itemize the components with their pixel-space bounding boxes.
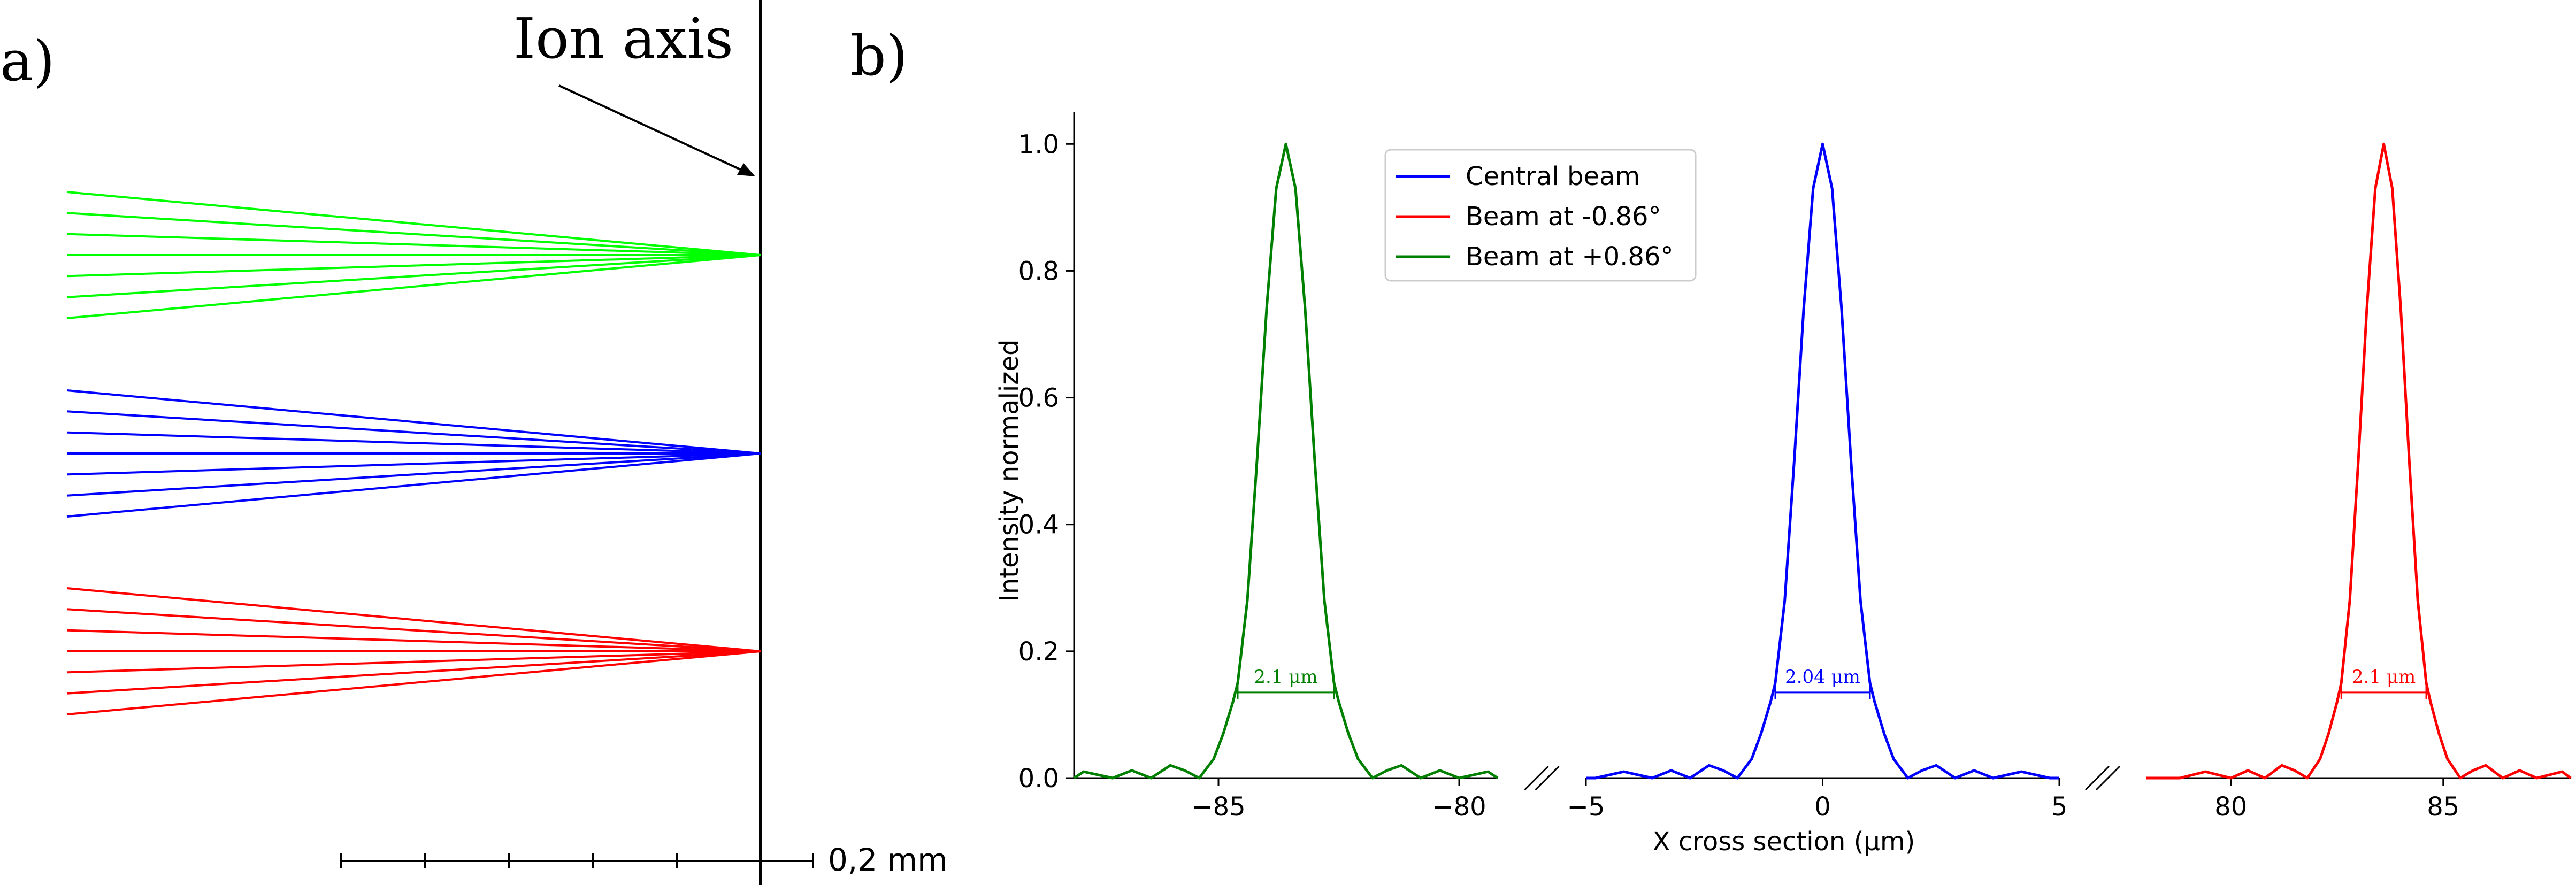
ray-blue-0 xyxy=(66,389,761,455)
axis-break-0-0 xyxy=(1524,765,1549,791)
x-tick-label-1-2: 5 xyxy=(2051,792,2068,822)
plot-area: 0.0 0.2 0.4 0.6 0.8 1.0 −85 −80 −5 0 5 80 85 2.04 μm 2… xyxy=(1018,112,2572,822)
ray-blue-6 xyxy=(66,452,761,518)
series-line-0 xyxy=(1586,142,2059,780)
axis-break-0-1 xyxy=(1535,765,1560,791)
y-tick-label-1: 0.2 xyxy=(1018,637,1059,667)
y-tick-label-2: 0.4 xyxy=(1018,510,1059,540)
x-tick-label-2-1: 85 xyxy=(2427,792,2459,822)
y-tick-label-5: 1.0 xyxy=(1018,129,1059,159)
ray-green-2 xyxy=(66,233,761,256)
ray-green-1 xyxy=(66,212,761,256)
panel-b-label: b) xyxy=(850,23,908,88)
ray-green-6 xyxy=(66,254,761,319)
ion-axis-arrowhead xyxy=(737,163,755,176)
panel-a-ray-diagram: a) Ion axis 0,2 mm xyxy=(0,0,948,885)
axis-break-1-1 xyxy=(2095,765,2121,791)
ray-blue-4 xyxy=(66,452,761,476)
y-tick-label-4: 0.8 xyxy=(1018,256,1059,286)
legend: Central beam Beam at -0.86° Beam at +0.8… xyxy=(1384,149,1697,282)
legend-label-plus: Beam at +0.86° xyxy=(1466,242,1673,272)
ray-green-5 xyxy=(66,254,761,298)
ray-red-6 xyxy=(66,650,761,715)
legend-frame xyxy=(1384,149,1697,282)
fwhm-label-2: 2.1 μm xyxy=(1254,666,1317,688)
ray-green-0 xyxy=(66,191,761,256)
ion-axis-label: Ion axis xyxy=(513,6,733,71)
ray-blue-2 xyxy=(66,431,761,455)
ion-axis-pointer xyxy=(558,84,747,173)
y-tick-label-3: 0.6 xyxy=(1018,383,1059,413)
ray-red-1 xyxy=(66,608,761,652)
ray-red-2 xyxy=(66,629,761,652)
series-line-1 xyxy=(2146,142,2572,780)
ray-green-4 xyxy=(66,254,761,278)
scale-bar xyxy=(340,853,814,868)
fwhm-label-1: 2.1 μm xyxy=(2352,666,2416,688)
fwhm-label-0: 2.04 μm xyxy=(1785,666,1860,688)
panel-a-label: a) xyxy=(0,28,55,94)
y-axis-label: Intensity normalized xyxy=(994,340,1024,602)
x-tick-label-0-0: −85 xyxy=(1191,792,1245,822)
ray-blue-5 xyxy=(66,452,761,497)
axis-break-1-0 xyxy=(2084,765,2110,791)
ray-red-0 xyxy=(66,587,761,652)
panel-b-intensity-plot: b) 0.0 0.2 0.4 0.6 0.8 1.0 −85 −80 −5 0 5 80 85 2.04 … xyxy=(850,23,2572,857)
x-tick-label-2-0: 80 xyxy=(2214,792,2247,822)
x-tick-label-1-0: −5 xyxy=(1567,792,1605,822)
x-tick-label-1-1: 0 xyxy=(1814,792,1831,822)
scale-bar-label: 0,2 mm xyxy=(828,842,948,878)
legend-label-minus: Beam at -0.86° xyxy=(1466,202,1661,232)
x-tick-label-0-1: −80 xyxy=(1432,792,1486,822)
series-line-2 xyxy=(1073,142,1499,780)
ray-red-5 xyxy=(66,650,761,695)
y-tick-label-0: 0.0 xyxy=(1018,764,1059,794)
ray-red-4 xyxy=(66,650,761,674)
x-axis-label: X cross section (μm) xyxy=(1653,827,1915,857)
legend-label-central: Central beam xyxy=(1466,161,1640,191)
ray-fans xyxy=(66,191,761,715)
ray-blue-1 xyxy=(66,410,761,455)
